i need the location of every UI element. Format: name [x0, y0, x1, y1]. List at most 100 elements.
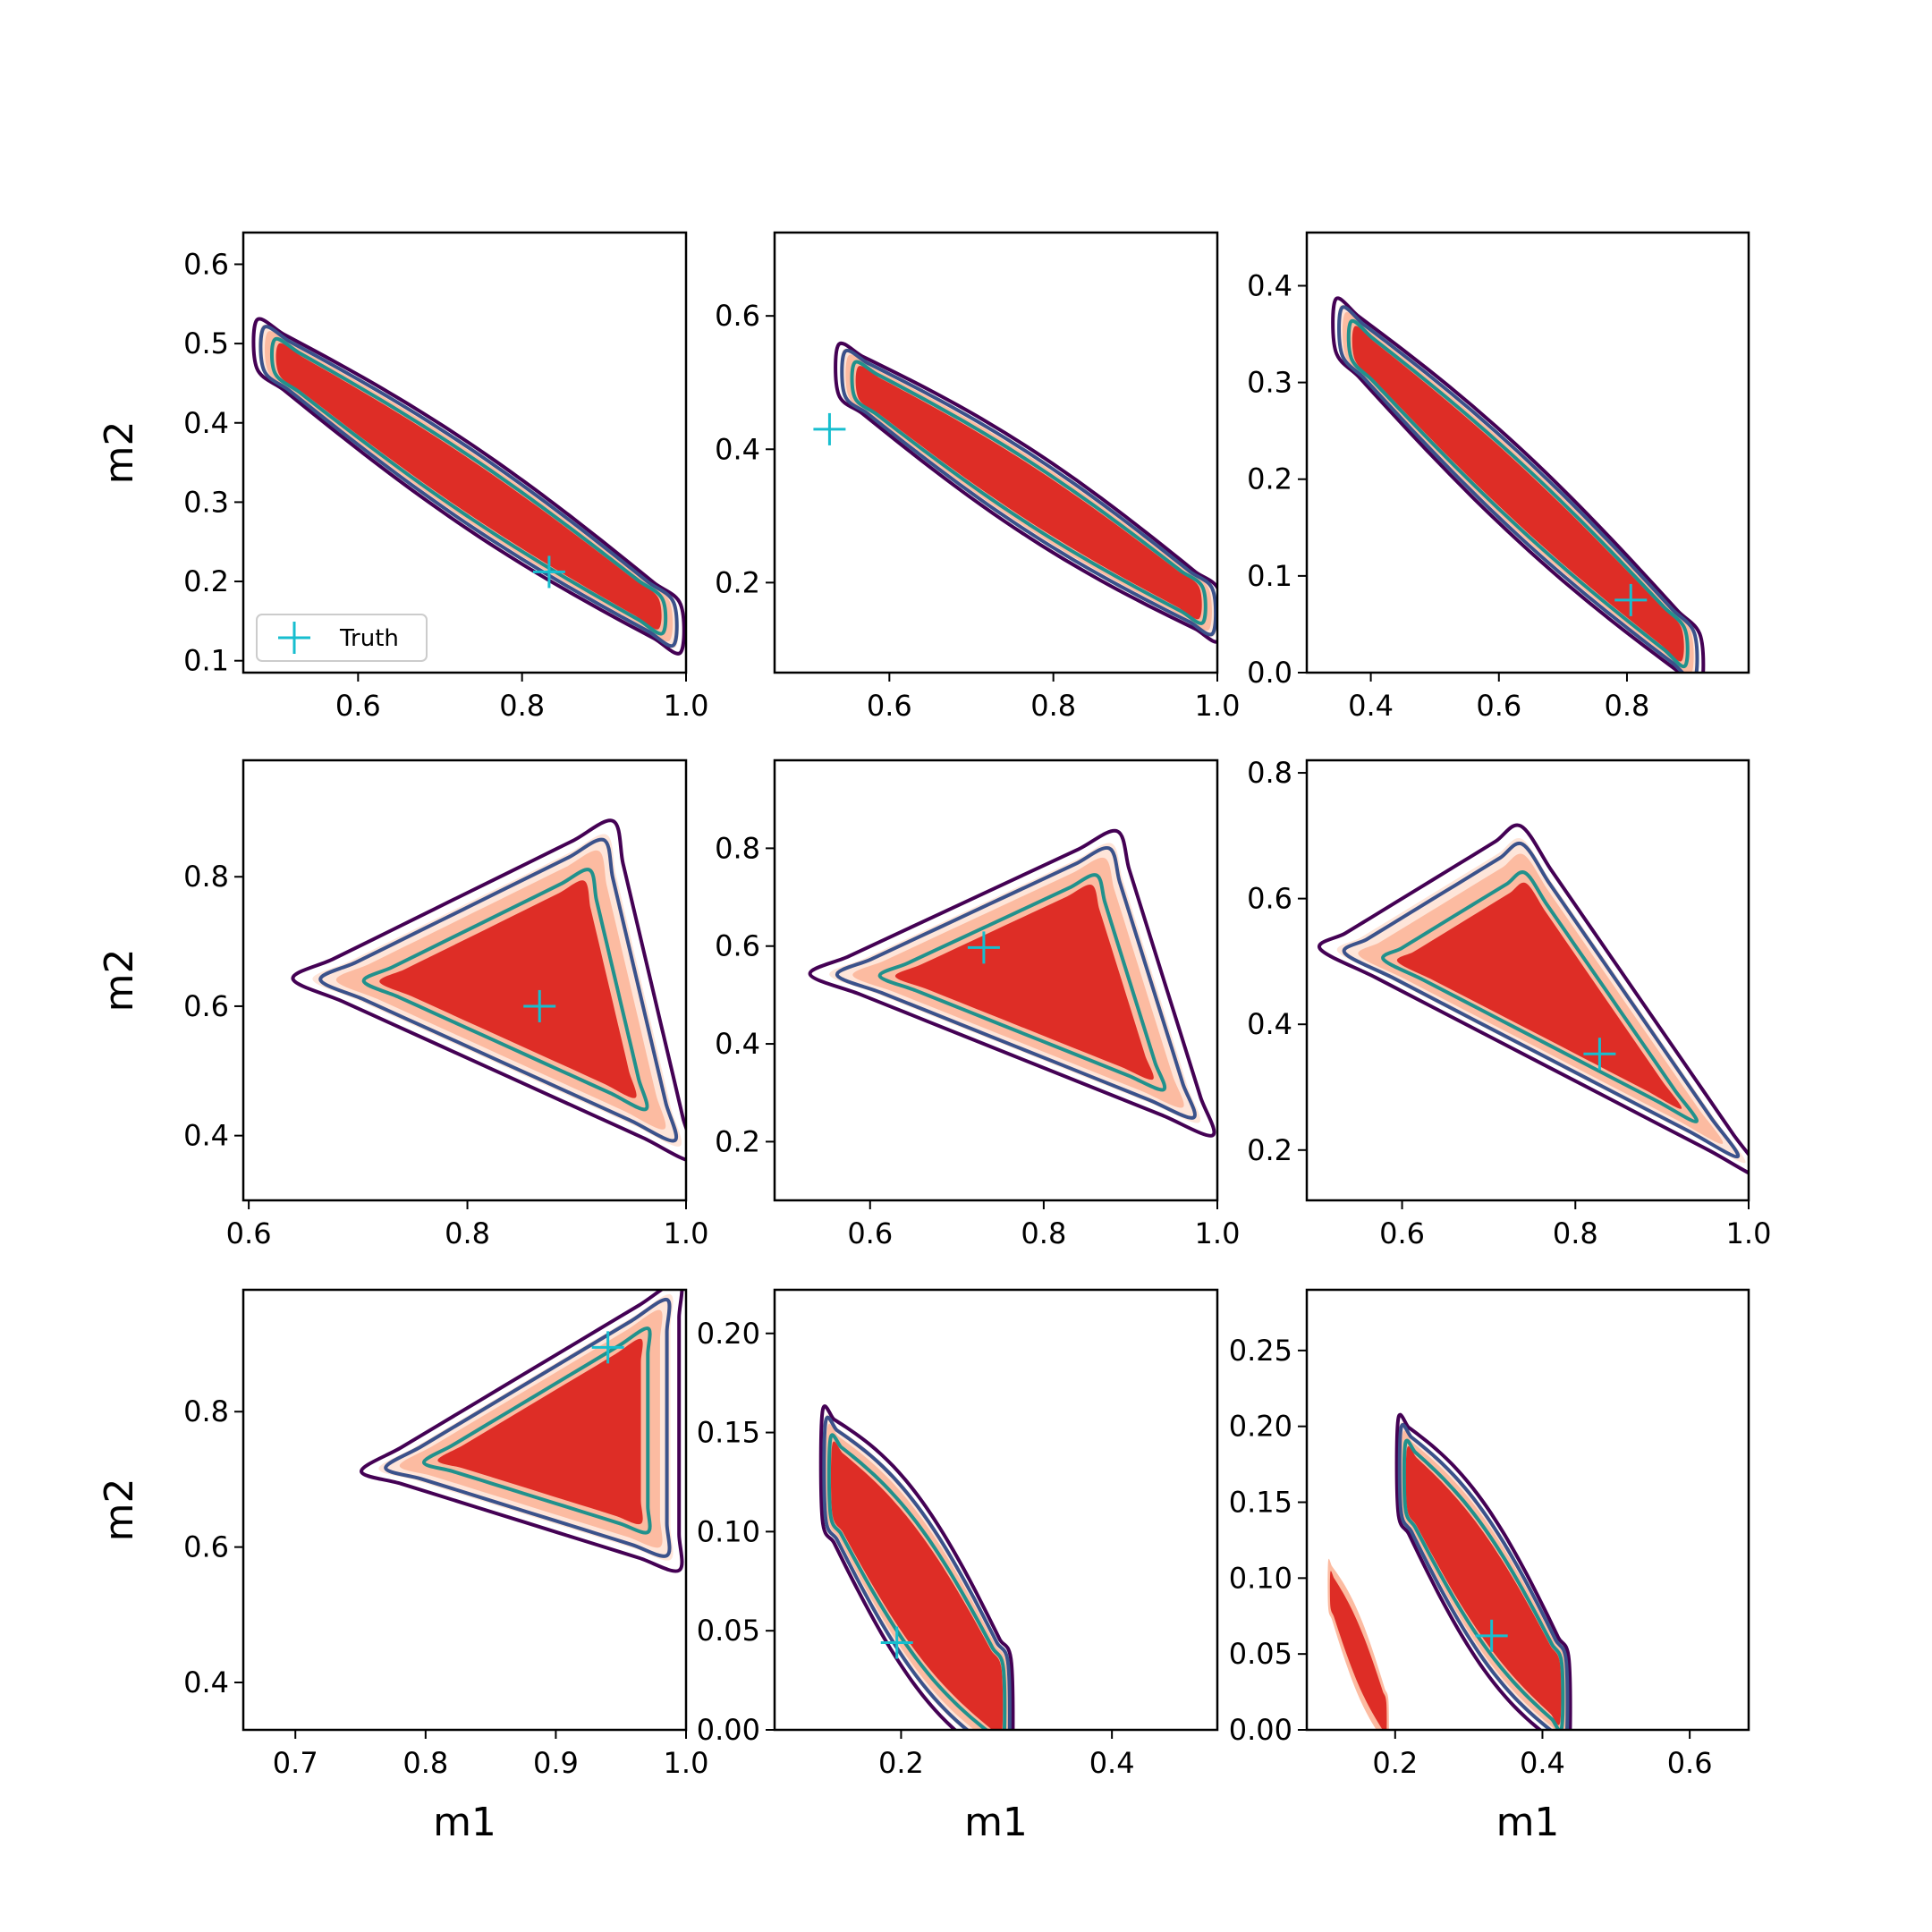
- truth-marker: [532, 555, 565, 589]
- contour-outer: [818, 1404, 1015, 1730]
- truth-marker: [591, 1331, 624, 1364]
- plot-area: [1317, 823, 1749, 1175]
- y-tick-label: 0.1: [1247, 559, 1292, 593]
- density-fill-inner: [1396, 882, 1682, 1109]
- y-tick-label: 0.0: [1247, 656, 1292, 690]
- density-fill-inner: [855, 366, 1202, 620]
- y-tick-label: 0.15: [697, 1416, 760, 1450]
- axes-frame: [242, 1288, 688, 1732]
- subplot-5: 0.6 0.8 1.0 0.2 0.4 0.6 0.8: [715, 758, 1241, 1250]
- y-tick-label: 0.15: [1229, 1486, 1292, 1520]
- truth-marker: [523, 989, 556, 1022]
- legend: Truth: [256, 614, 428, 662]
- x-tick-label: 0.6: [867, 689, 912, 723]
- x-tick-label: 0.2: [878, 1746, 924, 1780]
- density-fill-inner: [1405, 1445, 1562, 1725]
- legend-label: Truth: [339, 625, 399, 652]
- contour-mid: [318, 837, 679, 1143]
- y-tick-label: 0.4: [1247, 268, 1292, 302]
- density-fill-inner: [830, 1441, 1004, 1730]
- contour-mid: [840, 348, 1217, 637]
- y-tick-label: 0.4: [715, 1027, 760, 1061]
- x-tick-label: 0.4: [1089, 1746, 1135, 1780]
- contour-mid: [258, 325, 679, 648]
- y-tick-label: 0.05: [697, 1614, 760, 1648]
- x-tick-label: 0.8: [499, 689, 545, 723]
- contour-mid: [835, 845, 1197, 1120]
- axes-frame: [1305, 758, 1750, 1202]
- truth-marker: [813, 412, 846, 445]
- x-tick-label: 0.8: [1021, 1216, 1066, 1250]
- contour-inner: [361, 868, 649, 1112]
- legend-box: [256, 614, 428, 662]
- x-tick-label: 1.0: [1195, 689, 1241, 723]
- x-tick-label: 0.6: [1667, 1746, 1713, 1780]
- y-tick-label: 0.10: [1229, 1561, 1292, 1595]
- truth-marker: [1583, 1038, 1616, 1071]
- x-axis-label: m1: [433, 1800, 496, 1845]
- y-tick-label: 0.4: [183, 1119, 229, 1153]
- axes-frame: [773, 231, 1219, 674]
- y-tick-label: 0.8: [183, 1394, 229, 1428]
- plot-area: [291, 818, 686, 1162]
- truth-marker: [967, 931, 1000, 964]
- contour-outer: [359, 1290, 684, 1573]
- y-tick-label: 0.20: [1229, 1410, 1292, 1444]
- x-tick-label: 0.8: [402, 1746, 448, 1780]
- subplot-8: 0.2 0.4 0.00 0.05 0.10 0.15 0.20 m1: [697, 1288, 1219, 1845]
- y-tick-label: 0.00: [1229, 1713, 1292, 1747]
- y-tick-label: 0.1: [183, 644, 229, 678]
- y-tick-label: 0.2: [183, 564, 229, 598]
- y-tick-label: 0.5: [183, 326, 229, 360]
- y-tick-label: 0.4: [183, 1665, 229, 1699]
- x-tick-label: 1.0: [1195, 1216, 1241, 1250]
- x-tick-label: 0.9: [533, 1746, 579, 1780]
- x-tick-label: 0.8: [1605, 689, 1650, 723]
- x-tick-label: 1.0: [664, 1746, 709, 1780]
- x-tick-label: 0.7: [273, 1746, 318, 1780]
- contour-inner: [1381, 870, 1699, 1123]
- subplot-2: 0.6 0.8 1.0 0.2 0.4 0.6: [715, 231, 1241, 723]
- y-tick-label: 0.4: [715, 432, 760, 466]
- x-axis-label: m1: [1496, 1800, 1560, 1845]
- contour-mid: [1397, 1422, 1570, 1730]
- x-tick-label: 0.8: [1030, 689, 1076, 723]
- x-tick-label: 1.0: [664, 1216, 709, 1250]
- contour-outer: [291, 818, 686, 1162]
- y-axis-label: m2: [97, 949, 142, 1013]
- contour-inner: [850, 360, 1208, 625]
- subplot-9: 0.2 0.4 0.6 0.00 0.05 0.10 0.15 0.20 0.25 m1: [1229, 1288, 1750, 1845]
- x-tick-label: 0.6: [226, 1216, 272, 1250]
- y-tick-label: 0.05: [1229, 1637, 1292, 1671]
- y-tick-label: 0.6: [183, 247, 229, 281]
- contour-inner: [421, 1326, 652, 1535]
- contour-inner: [877, 873, 1167, 1092]
- y-tick-label: 0.8: [715, 831, 760, 865]
- x-tick-label: 0.4: [1520, 1746, 1565, 1780]
- contour-inner: [1346, 318, 1690, 669]
- contour-outer: [1317, 823, 1749, 1175]
- y-tick-label: 0.2: [1247, 462, 1292, 496]
- plot-area: [808, 828, 1216, 1138]
- y-tick-label: 0.10: [697, 1514, 760, 1548]
- contour-outer: [1331, 296, 1706, 673]
- x-tick-label: 0.4: [1348, 689, 1394, 723]
- y-tick-label: 0.6: [1247, 882, 1292, 916]
- y-tick-label: 0.4: [183, 406, 229, 440]
- contour-outer: [1394, 1412, 1572, 1730]
- density-fill-inner: [379, 880, 637, 1098]
- x-tick-label: 1.0: [1726, 1216, 1772, 1250]
- y-tick-label: 0.6: [183, 989, 229, 1023]
- y-tick-label: 0.2: [1247, 1133, 1292, 1167]
- axes-frame: [242, 231, 688, 674]
- y-axis-label: m2: [97, 1479, 142, 1542]
- subplot-7: 0.7 0.8 0.9 1.0 0.4 0.6 0.8 m2 m1: [97, 1288, 709, 1845]
- plot-area: [1327, 1412, 1572, 1730]
- y-tick-label: 0.6: [715, 929, 760, 963]
- plot-area: [251, 317, 686, 656]
- x-tick-label: 0.6: [1379, 1216, 1425, 1250]
- axes-frame: [242, 758, 688, 1202]
- plot-area: [818, 1404, 1015, 1730]
- truth-marker: [1614, 583, 1648, 616]
